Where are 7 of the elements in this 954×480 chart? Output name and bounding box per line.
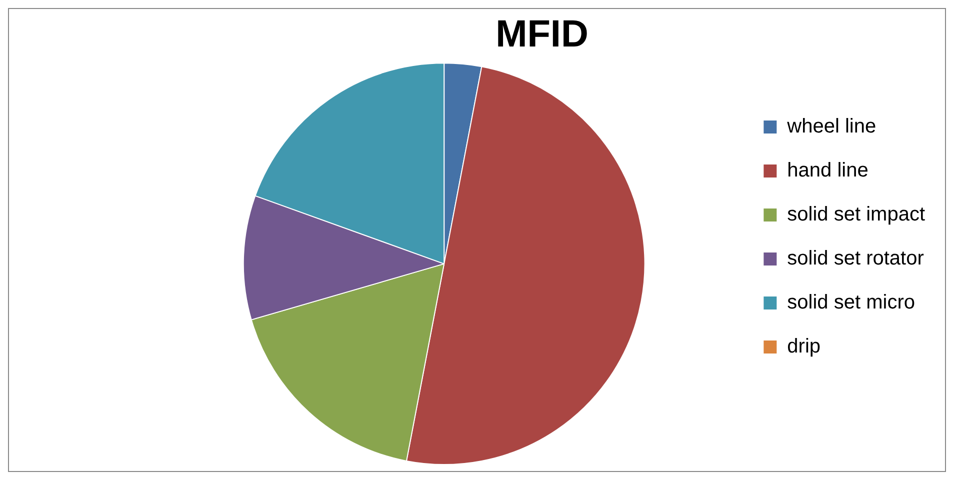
legend-label: drip — [787, 336, 821, 358]
legend-label: solid set rotator — [787, 248, 924, 270]
chart-title: MFID — [496, 13, 588, 56]
legend-label: solid set micro — [787, 292, 915, 314]
legend-label: solid set impact — [787, 204, 926, 226]
legend-label: wheel line — [786, 116, 876, 138]
legend-label: hand line — [787, 160, 868, 182]
